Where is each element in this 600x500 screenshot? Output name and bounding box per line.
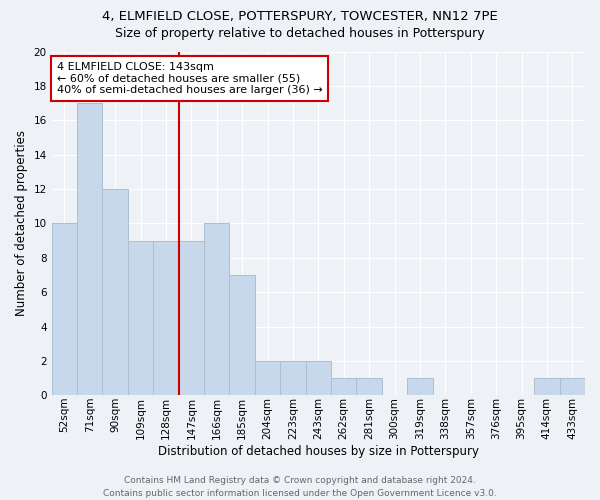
Y-axis label: Number of detached properties: Number of detached properties [15, 130, 28, 316]
Text: Contains HM Land Registry data © Crown copyright and database right 2024.
Contai: Contains HM Land Registry data © Crown c… [103, 476, 497, 498]
Text: 4 ELMFIELD CLOSE: 143sqm
← 60% of detached houses are smaller (55)
40% of semi-d: 4 ELMFIELD CLOSE: 143sqm ← 60% of detach… [57, 62, 323, 95]
Bar [255, 361, 280, 396]
Bar [179, 240, 204, 396]
Bar [534, 378, 560, 396]
Bar [407, 378, 433, 396]
Bar [331, 378, 356, 396]
Bar [356, 378, 382, 396]
Bar [77, 103, 103, 396]
Text: 4, ELMFIELD CLOSE, POTTERSPURY, TOWCESTER, NN12 7PE: 4, ELMFIELD CLOSE, POTTERSPURY, TOWCESTE… [102, 10, 498, 23]
X-axis label: Distribution of detached houses by size in Potterspury: Distribution of detached houses by size … [158, 444, 479, 458]
Bar [52, 224, 77, 396]
Bar [103, 189, 128, 396]
Bar [305, 361, 331, 396]
Bar [560, 378, 585, 396]
Bar [229, 275, 255, 396]
Text: Size of property relative to detached houses in Potterspury: Size of property relative to detached ho… [115, 28, 485, 40]
Bar [128, 240, 153, 396]
Bar [280, 361, 305, 396]
Bar [204, 224, 229, 396]
Bar [153, 240, 179, 396]
